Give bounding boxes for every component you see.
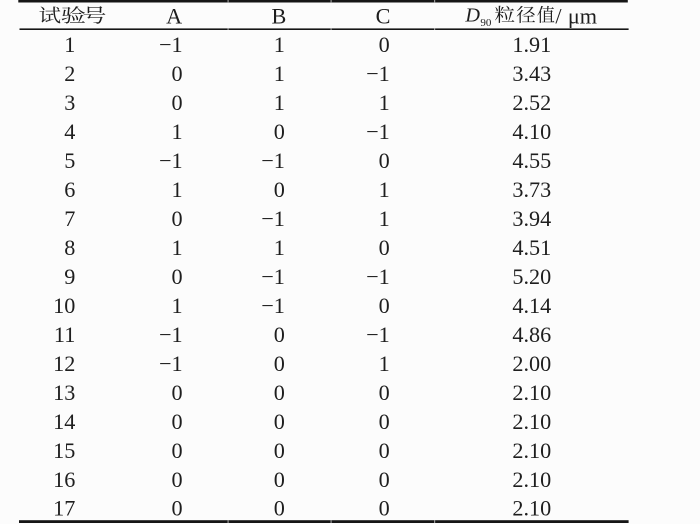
svg-text:0: 0 bbox=[379, 293, 390, 318]
svg-text:1: 1 bbox=[379, 177, 390, 202]
svg-text:−1: −1 bbox=[159, 322, 183, 347]
svg-text:2.52: 2.52 bbox=[512, 90, 551, 115]
svg-text:0: 0 bbox=[274, 438, 285, 463]
svg-text:0: 0 bbox=[172, 264, 183, 289]
svg-text:2.10: 2.10 bbox=[512, 409, 551, 434]
svg-text:12: 12 bbox=[53, 351, 75, 376]
svg-text:0: 0 bbox=[274, 409, 285, 434]
svg-text:−1: −1 bbox=[261, 293, 285, 318]
svg-text:0: 0 bbox=[379, 438, 390, 463]
svg-text:C: C bbox=[376, 4, 391, 29]
svg-text:−1: −1 bbox=[159, 148, 183, 173]
svg-text:0: 0 bbox=[172, 206, 183, 231]
svg-text:2: 2 bbox=[64, 61, 75, 86]
svg-text:−1: −1 bbox=[159, 32, 183, 57]
svg-text:4.55: 4.55 bbox=[512, 148, 551, 173]
svg-text:0: 0 bbox=[172, 438, 183, 463]
svg-text:0: 0 bbox=[379, 235, 390, 260]
svg-text:1: 1 bbox=[64, 32, 75, 57]
svg-text:2.00: 2.00 bbox=[512, 351, 551, 376]
svg-text:−1: −1 bbox=[261, 206, 285, 231]
svg-text:90: 90 bbox=[480, 17, 492, 29]
svg-text:−1: −1 bbox=[261, 264, 285, 289]
svg-text:1: 1 bbox=[274, 235, 285, 260]
svg-text:1: 1 bbox=[274, 32, 285, 57]
svg-text:9: 9 bbox=[64, 264, 75, 289]
svg-text:/: / bbox=[555, 4, 562, 29]
svg-text:16: 16 bbox=[53, 467, 75, 492]
svg-text:0: 0 bbox=[379, 409, 390, 434]
svg-text:2.10: 2.10 bbox=[512, 438, 551, 463]
svg-text:0: 0 bbox=[379, 148, 390, 173]
svg-text:1: 1 bbox=[379, 351, 390, 376]
svg-text:0: 0 bbox=[172, 467, 183, 492]
svg-text:−1: −1 bbox=[261, 148, 285, 173]
svg-text:11: 11 bbox=[54, 322, 75, 347]
svg-text:0: 0 bbox=[274, 380, 285, 405]
svg-text:0: 0 bbox=[274, 177, 285, 202]
svg-text:4.86: 4.86 bbox=[512, 322, 551, 347]
svg-text:7: 7 bbox=[64, 206, 75, 231]
svg-text:5.20: 5.20 bbox=[512, 264, 551, 289]
svg-text:1: 1 bbox=[172, 293, 183, 318]
svg-text:2.10: 2.10 bbox=[512, 380, 551, 405]
svg-text:1: 1 bbox=[172, 119, 183, 144]
svg-text:17: 17 bbox=[53, 496, 75, 521]
svg-text:1: 1 bbox=[172, 177, 183, 202]
svg-text:−1: −1 bbox=[366, 264, 390, 289]
svg-text:0: 0 bbox=[379, 32, 390, 57]
svg-text:1: 1 bbox=[274, 90, 285, 115]
svg-text:0: 0 bbox=[379, 380, 390, 405]
svg-text:−1: −1 bbox=[159, 351, 183, 376]
svg-text:0: 0 bbox=[172, 61, 183, 86]
svg-text:0: 0 bbox=[379, 496, 390, 521]
svg-text:A: A bbox=[166, 4, 182, 29]
svg-text:4.51: 4.51 bbox=[512, 235, 551, 260]
svg-text:5: 5 bbox=[64, 148, 75, 173]
svg-text:0: 0 bbox=[274, 322, 285, 347]
svg-text:1: 1 bbox=[379, 90, 390, 115]
svg-text:1: 1 bbox=[274, 61, 285, 86]
svg-text:−1: −1 bbox=[366, 61, 390, 86]
svg-text:4.10: 4.10 bbox=[512, 119, 551, 144]
svg-text:0: 0 bbox=[274, 119, 285, 144]
svg-text:0: 0 bbox=[274, 496, 285, 521]
svg-text:−1: −1 bbox=[366, 119, 390, 144]
svg-text:4.14: 4.14 bbox=[512, 293, 551, 318]
svg-text:0: 0 bbox=[172, 409, 183, 434]
svg-text:2.10: 2.10 bbox=[512, 467, 551, 492]
svg-text:0: 0 bbox=[172, 90, 183, 115]
svg-text:3: 3 bbox=[64, 90, 75, 115]
svg-text:3.43: 3.43 bbox=[512, 61, 551, 86]
svg-text:2.10: 2.10 bbox=[512, 496, 551, 521]
svg-text:4: 4 bbox=[64, 119, 75, 144]
svg-text:1: 1 bbox=[172, 235, 183, 260]
svg-text:14: 14 bbox=[53, 409, 75, 434]
svg-text:B: B bbox=[271, 4, 286, 29]
svg-text:μm: μm bbox=[568, 4, 597, 29]
svg-text:8: 8 bbox=[64, 235, 75, 260]
svg-text:−1: −1 bbox=[366, 322, 390, 347]
svg-text:3.73: 3.73 bbox=[512, 177, 551, 202]
svg-text:13: 13 bbox=[53, 380, 75, 405]
svg-text:D: D bbox=[464, 5, 480, 27]
svg-text:1.91: 1.91 bbox=[512, 32, 551, 57]
svg-text:0: 0 bbox=[379, 467, 390, 492]
svg-text:0: 0 bbox=[274, 467, 285, 492]
svg-text:3.94: 3.94 bbox=[512, 206, 551, 231]
svg-text:6: 6 bbox=[64, 177, 75, 202]
svg-text:0: 0 bbox=[172, 496, 183, 521]
svg-text:1: 1 bbox=[379, 206, 390, 231]
svg-text:15: 15 bbox=[53, 438, 75, 463]
svg-text:0: 0 bbox=[274, 351, 285, 376]
svg-text:0: 0 bbox=[172, 380, 183, 405]
svg-text:10: 10 bbox=[53, 293, 75, 318]
